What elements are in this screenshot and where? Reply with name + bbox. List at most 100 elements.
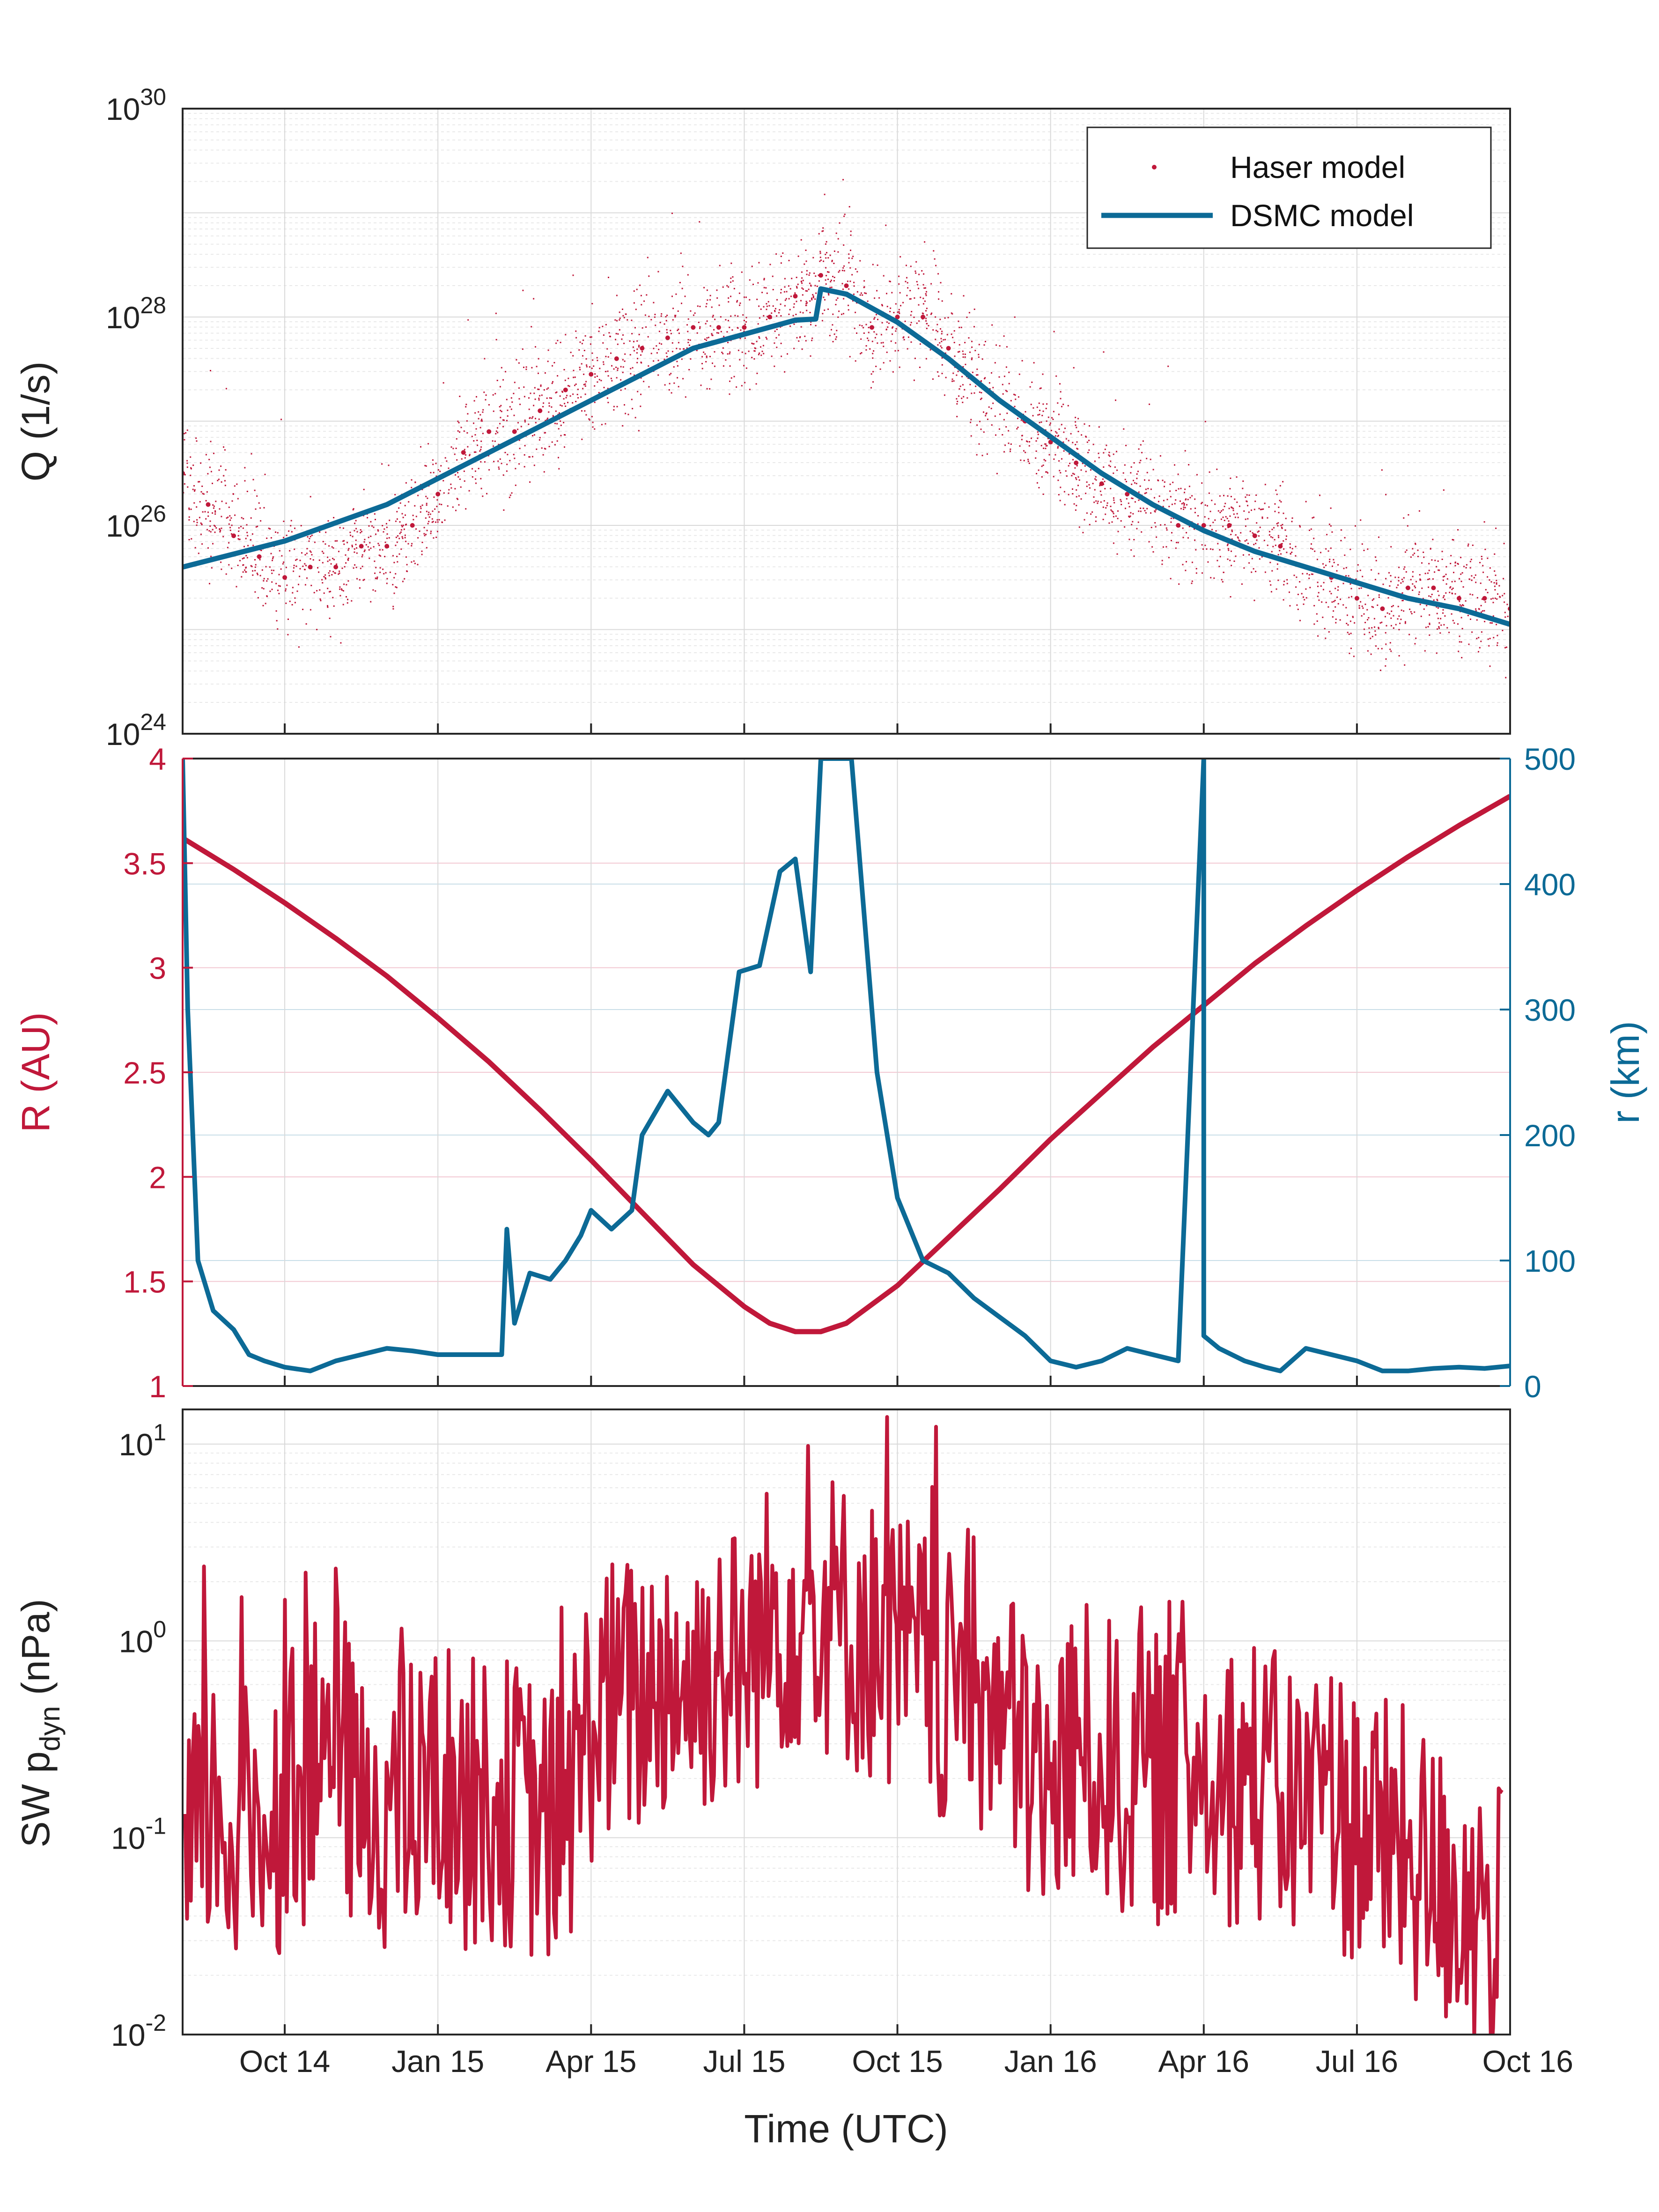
x-tick-label: Jul 15 xyxy=(703,2044,785,2079)
y-tick-label-r-km: 500 xyxy=(1524,742,1576,776)
haser-point xyxy=(206,502,211,507)
haser-point xyxy=(691,325,696,330)
pdyn-label-main: SW p xyxy=(14,1751,58,1847)
legend-haser-marker xyxy=(1152,165,1157,170)
haser-point xyxy=(231,533,236,538)
tick-base: 10 xyxy=(111,1821,145,1856)
y-axis-label-r-km: r (km) xyxy=(1603,1021,1647,1123)
tick-exponent: 30 xyxy=(140,84,166,110)
y-tick-label-r-km: 300 xyxy=(1524,993,1576,1027)
x-tick-label: Oct 16 xyxy=(1482,2044,1573,2079)
marks-3 xyxy=(183,1415,1504,2035)
y-axis-label-q: Q (1/s) xyxy=(14,361,58,482)
x-tick-label: Jan 16 xyxy=(1004,2044,1097,2079)
haser-point xyxy=(1405,585,1410,590)
y-tick-label-pdyn: 100 xyxy=(119,1616,166,1659)
y-tick-label-r-au: 3.5 xyxy=(123,846,166,881)
haser-point xyxy=(1125,492,1130,497)
haser-point xyxy=(818,273,823,278)
tick-base: 10 xyxy=(111,2018,145,2052)
r-km-line xyxy=(183,759,1510,1373)
haser-point xyxy=(333,565,339,569)
y-tick-label-q: 1024 xyxy=(106,709,166,752)
haser-point xyxy=(487,429,492,434)
x-tick-label: Jan 15 xyxy=(391,2044,484,2079)
haser-point xyxy=(1227,523,1232,528)
y-tick-label-q: 1030 xyxy=(106,84,166,126)
tick-base: 10 xyxy=(106,717,140,752)
tick-exponent: 1 xyxy=(153,1419,166,1445)
haser-point xyxy=(1354,596,1359,601)
haser-point xyxy=(716,325,721,330)
axes-box-1 xyxy=(182,108,1511,735)
y-tick-label-r-au: 1 xyxy=(149,1369,166,1404)
tick-base: 10 xyxy=(106,92,140,126)
tick-exponent: 24 xyxy=(140,709,166,735)
legend-box xyxy=(1086,126,1492,249)
tick-exponent: 26 xyxy=(140,501,166,527)
haser-point xyxy=(410,523,415,528)
haser-point xyxy=(512,429,517,434)
haser-point xyxy=(1431,585,1436,590)
y-tick-label-r-au: 2 xyxy=(149,1160,166,1194)
haser-point xyxy=(767,315,772,319)
y-tick-label-pdyn: 10-1 xyxy=(111,1813,166,1856)
ticks-2: 1 1.5 2 2.5 3 3.5 4 0 100 200 300 400 500 xyxy=(123,742,1576,1404)
haser-point xyxy=(589,372,594,377)
y-axis-label-r-au: R (AU) xyxy=(14,1012,58,1133)
tick-exponent: 0 xyxy=(153,1616,166,1642)
haser-point xyxy=(563,387,568,392)
haser-point xyxy=(1074,460,1079,465)
x-tick-label: Apr 15 xyxy=(546,2044,636,2079)
haser-point xyxy=(435,492,441,497)
haser-point xyxy=(282,575,288,580)
legend-haser-label: Haser model xyxy=(1230,150,1405,184)
haser-point xyxy=(921,315,926,319)
haser-point xyxy=(665,335,670,340)
y-tick-label-r-km: 0 xyxy=(1524,1369,1541,1404)
tick-base: 10 xyxy=(106,300,140,335)
x-tick-label: Oct 15 xyxy=(852,2044,943,2079)
tick-exponent: -2 xyxy=(146,2010,166,2036)
x-tick-label: Jul 16 xyxy=(1316,2044,1398,2079)
marks-1 xyxy=(183,179,1510,678)
haser-point xyxy=(793,294,798,299)
haser-point xyxy=(461,450,466,455)
legend: Haser model DSMC model xyxy=(1086,126,1492,249)
haser-point xyxy=(844,283,849,288)
haser-point xyxy=(1048,440,1053,444)
haser-point xyxy=(257,554,262,559)
haser-point xyxy=(742,325,747,330)
y-tick-label-r-au: 3 xyxy=(149,951,166,986)
haser-point xyxy=(1482,596,1487,601)
x-axis-label-time: Time (UTC) xyxy=(744,2107,948,2151)
heliocentric-distance-line xyxy=(183,794,1510,1335)
haser-point xyxy=(946,346,951,351)
haser-point xyxy=(359,544,364,549)
y-tick-label-pdyn: 10-2 xyxy=(111,2010,166,2052)
y-tick-label-q: 1028 xyxy=(106,292,166,335)
y-tick-label-r-km: 400 xyxy=(1524,867,1576,902)
dsmc-model-line xyxy=(183,286,1510,627)
legend-dsmc-label: DSMC model xyxy=(1230,198,1414,233)
y-tick-label-r-au: 1.5 xyxy=(123,1265,166,1299)
x-tick-label: Apr 16 xyxy=(1158,2044,1249,2079)
haser-point xyxy=(1201,523,1206,528)
haser-point xyxy=(895,315,900,319)
y-tick-label-r-au: 2.5 xyxy=(123,1055,166,1090)
tick-base: 10 xyxy=(119,1624,153,1659)
y-tick-label-q: 1026 xyxy=(106,501,166,543)
haser-point xyxy=(1380,606,1385,611)
haser-point xyxy=(640,346,645,351)
pdyn-label-sub: dyn xyxy=(34,1706,66,1751)
haser-point xyxy=(1176,523,1181,528)
haser-point xyxy=(1456,596,1461,601)
tick-exponent: -1 xyxy=(146,1813,166,1839)
tick-exponent: 28 xyxy=(140,292,166,318)
haser-point xyxy=(1252,533,1257,538)
